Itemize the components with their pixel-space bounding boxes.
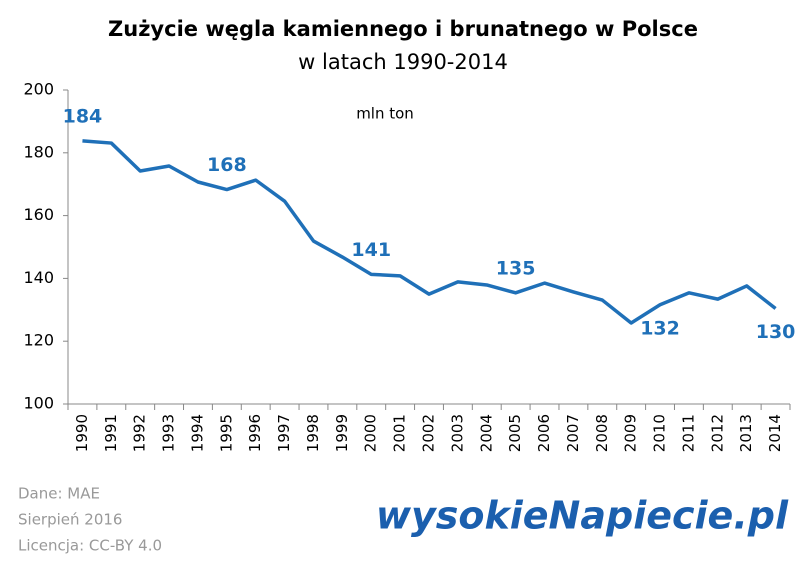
y-tick-label: 160 <box>23 205 54 224</box>
x-tick-label: 1994 <box>188 414 206 452</box>
x-tick-label: 2001 <box>391 414 409 452</box>
data-label: 130 <box>756 321 796 343</box>
y-tick-label: 140 <box>23 268 54 287</box>
x-tick-label: 2008 <box>593 414 611 452</box>
chart-title: Zużycie węgla kamiennego i brunatnego w … <box>108 17 698 41</box>
x-tick-label: 2004 <box>477 414 495 452</box>
x-tick-label: 1991 <box>102 414 120 452</box>
x-tick-label: 2009 <box>622 414 640 452</box>
data-label: 135 <box>496 257 536 279</box>
x-tick-label: 1990 <box>73 414 91 452</box>
x-tick-label: 1995 <box>217 414 235 452</box>
chart-subtitle: w latach 1990-2014 <box>298 50 508 74</box>
x-tick-label: 2000 <box>362 414 380 452</box>
x-tick-label: 1997 <box>275 414 293 452</box>
data-label: 141 <box>351 239 391 261</box>
x-tick-label: 2007 <box>564 414 582 452</box>
x-tick-label: 2011 <box>679 414 697 452</box>
y-tick-label: 180 <box>23 142 54 161</box>
note: Sierpień 2016 <box>18 511 122 529</box>
note: Dane: MAE <box>18 485 100 503</box>
y-tick-label: 200 <box>23 80 54 99</box>
x-tick-label: 2010 <box>651 414 669 452</box>
x-tick-label: 2012 <box>708 414 726 452</box>
x-tick-label: 1992 <box>131 414 149 452</box>
line <box>82 139 777 325</box>
unit-annotation: mln ton <box>356 105 414 123</box>
y-tick-label: 120 <box>23 331 54 350</box>
data-label: 184 <box>63 105 103 127</box>
x-tick-label: 2003 <box>448 414 466 452</box>
x-tick-label: 2014 <box>766 414 784 452</box>
data-label: 168 <box>207 154 247 176</box>
x-tick-label: 2006 <box>535 414 553 452</box>
y-tick-label: 100 <box>23 394 54 413</box>
x-tick-label: 2013 <box>737 414 755 452</box>
logo: wysokieNapiecie.pl <box>376 494 789 538</box>
x-tick-label: 1996 <box>246 414 264 452</box>
x-tick-label: 2005 <box>506 414 524 452</box>
note: Licencja: CC-BY 4.0 <box>18 537 162 555</box>
x-tick-label: 1999 <box>333 414 351 452</box>
x-tick-label: 2002 <box>420 414 438 452</box>
data-label: 132 <box>640 317 680 339</box>
x-tick-label: 1998 <box>304 414 322 452</box>
x-tick-label: 1993 <box>160 414 178 452</box>
